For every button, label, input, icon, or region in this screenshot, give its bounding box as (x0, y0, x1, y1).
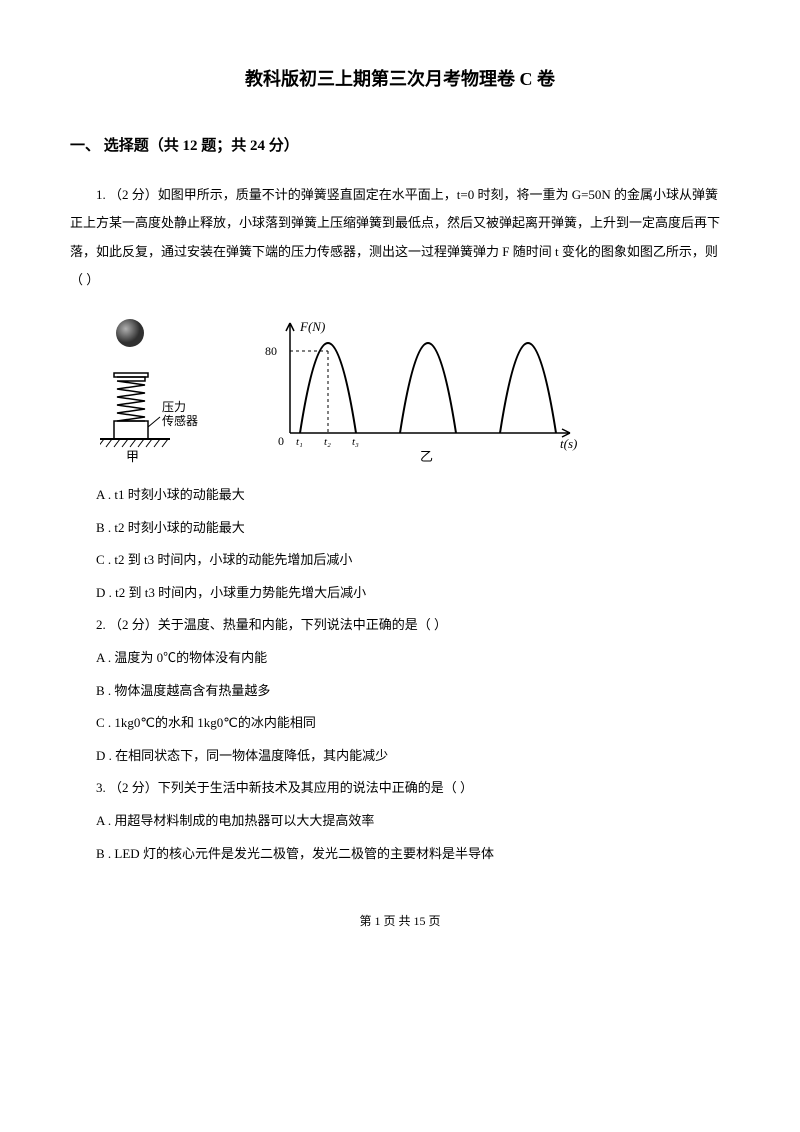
force-time-graph: F(N) t(s) 80 0 t₁ t₂ t₃ 乙 (260, 313, 580, 463)
sensor-label: 压力 (162, 400, 186, 414)
x-tick-t3: t₃ (352, 436, 359, 448)
section-header: 一、 选择题（共 12 题；共 24 分） (70, 130, 730, 163)
y-tick-80: 80 (265, 344, 277, 358)
spring-apparatus-diagram: 压力 传感器 甲 (100, 313, 220, 463)
q3-option-a: A . 用超导材料制成的电加热器可以大大提高效率 (70, 807, 730, 836)
q2-text: 2. （2 分）关于温度、热量和内能，下列说法中正确的是（ ） (70, 611, 730, 640)
origin-label: 0 (278, 434, 284, 448)
q3-option-b: B . LED 灯的核心元件是发光二极管，发光二极管的主要材料是半导体 (70, 840, 730, 869)
jia-label: 甲 (126, 449, 139, 463)
q2-option-d: D . 在相同状态下，同一物体温度降低，其内能减少 (70, 742, 730, 771)
q1-option-a: A . t1 时刻小球的动能最大 (70, 481, 730, 510)
x-tick-t2: t₂ (324, 436, 331, 448)
q2-option-a: A . 温度为 0℃的物体没有内能 (70, 644, 730, 673)
q3-text: 3. （2 分）下列关于生活中新技术及其应用的说法中正确的是（ ） (70, 774, 730, 803)
y-axis-label: F(N) (299, 319, 325, 334)
q2-option-c: C . 1kg0℃的水和 1kg0℃的冰内能相同 (70, 709, 730, 738)
figure-q1: 压力 传感器 甲 F(N) t(s) 80 0 t₁ t₂ t₃ 乙 (100, 313, 730, 463)
q2-option-b: B . 物体温度越高含有热量越多 (70, 677, 730, 706)
q1-option-d: D . t2 到 t3 时间内，小球重力势能先增大后减小 (70, 579, 730, 608)
page-title: 教科版初三上期第三次月考物理卷 C 卷 (70, 60, 730, 100)
page-footer: 第 1 页 共 15 页 (70, 908, 730, 934)
x-tick-t1: t₁ (296, 436, 303, 448)
ball-icon (116, 319, 144, 347)
yi-label: 乙 (420, 449, 433, 463)
x-axis-label: t(s) (560, 436, 577, 451)
q1-option-c: C . t2 到 t3 时间内，小球的动能先增加后减小 (70, 546, 730, 575)
q1-text: 1. （2 分）如图甲所示，质量不计的弹簧竖直固定在水平面上，t=0 时刻，将一… (70, 181, 730, 295)
q1-option-b: B . t2 时刻小球的动能最大 (70, 514, 730, 543)
sensor-label-2: 传感器 (162, 413, 198, 428)
